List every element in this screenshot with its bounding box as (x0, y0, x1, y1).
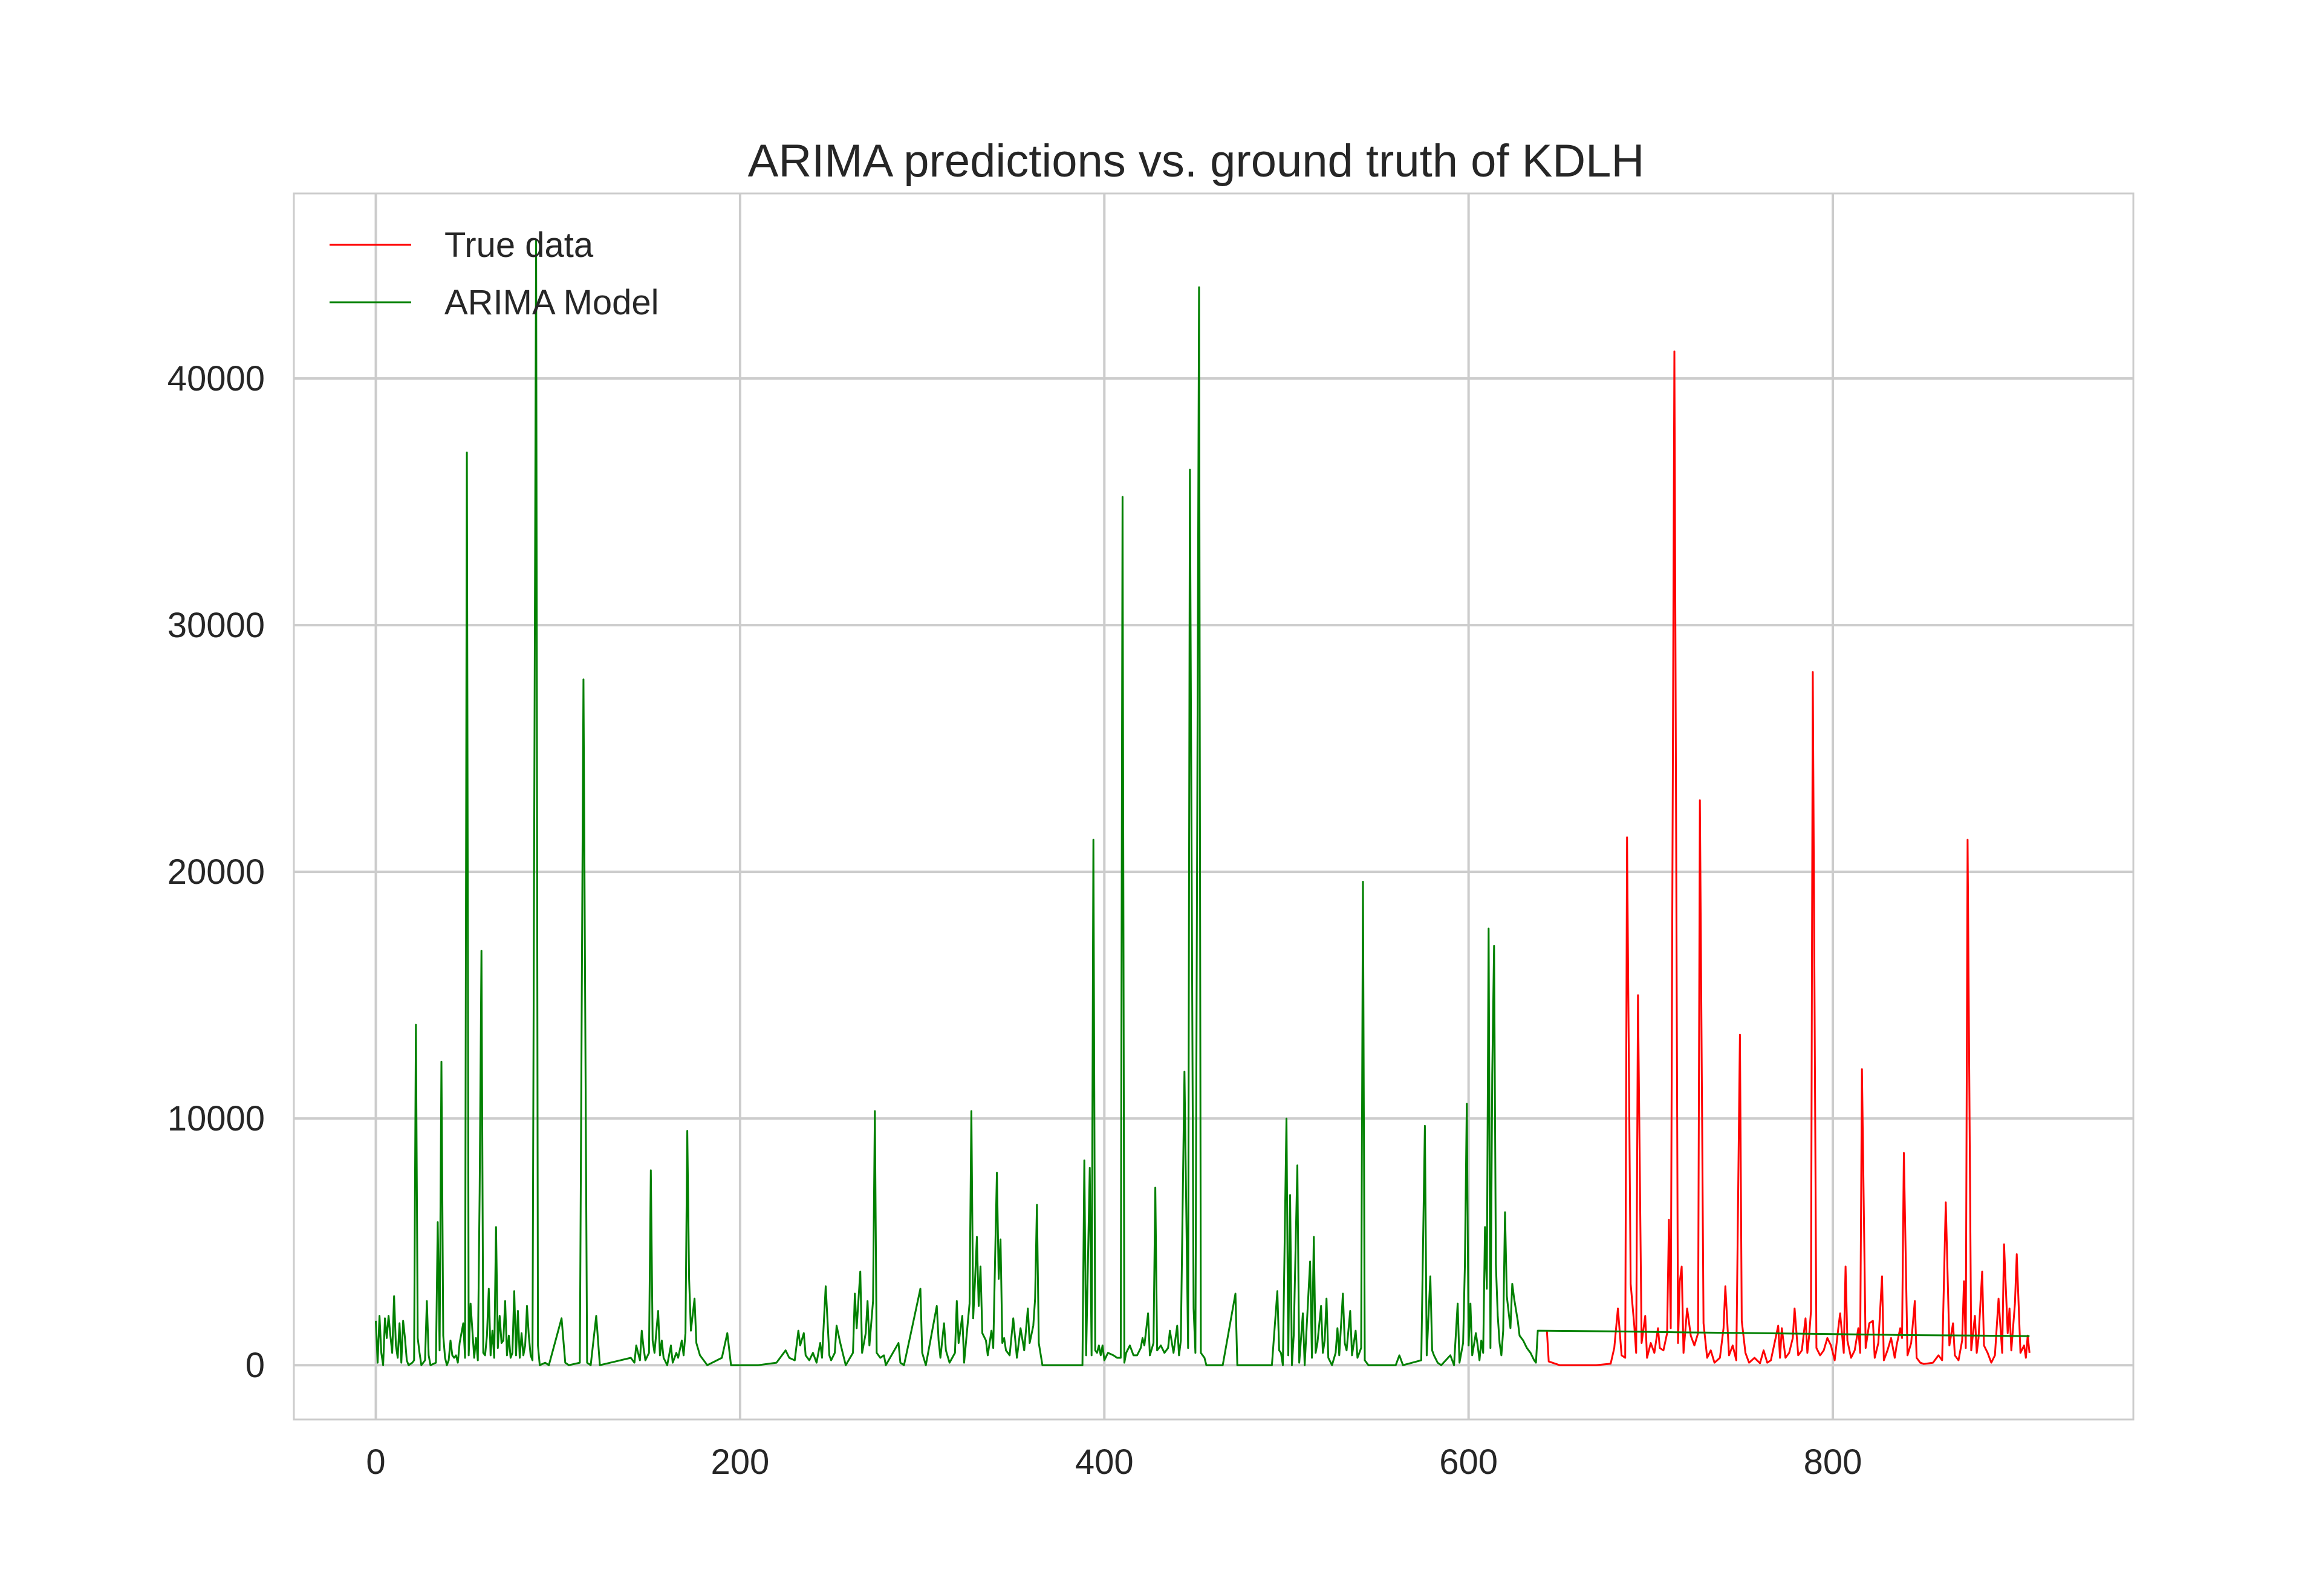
y-tick-labels: 0 10000 20000 30000 40000 (167, 359, 265, 1385)
y-tick-label: 30000 (167, 606, 265, 645)
legend-label-0: True data (444, 225, 594, 265)
x-tick-labels: 0 200 400 600 800 (366, 1442, 1862, 1482)
plot-frame (293, 192, 2135, 1421)
x-tick-label: 800 (1804, 1442, 1862, 1482)
x-tick-label: 0 (366, 1442, 385, 1482)
y-tick-label: 40000 (167, 359, 265, 398)
y-tick-label: 20000 (167, 852, 265, 892)
y-tick-label: 10000 (167, 1099, 265, 1138)
series-line-0 (1546, 350, 2031, 1366)
series-layer (375, 239, 2031, 1366)
legend-label-1: ARIMA Model (444, 283, 659, 322)
legend: True data ARIMA Model (330, 225, 659, 322)
x-tick-label: 600 (1439, 1442, 1498, 1482)
x-tick-label: 400 (1075, 1442, 1134, 1482)
y-tick-label: 0 (246, 1346, 265, 1385)
series-line-1 (375, 239, 2030, 1366)
x-tick-label: 200 (711, 1442, 770, 1482)
chart-title: ARIMA predictions vs. ground truth of KD… (748, 135, 1645, 187)
